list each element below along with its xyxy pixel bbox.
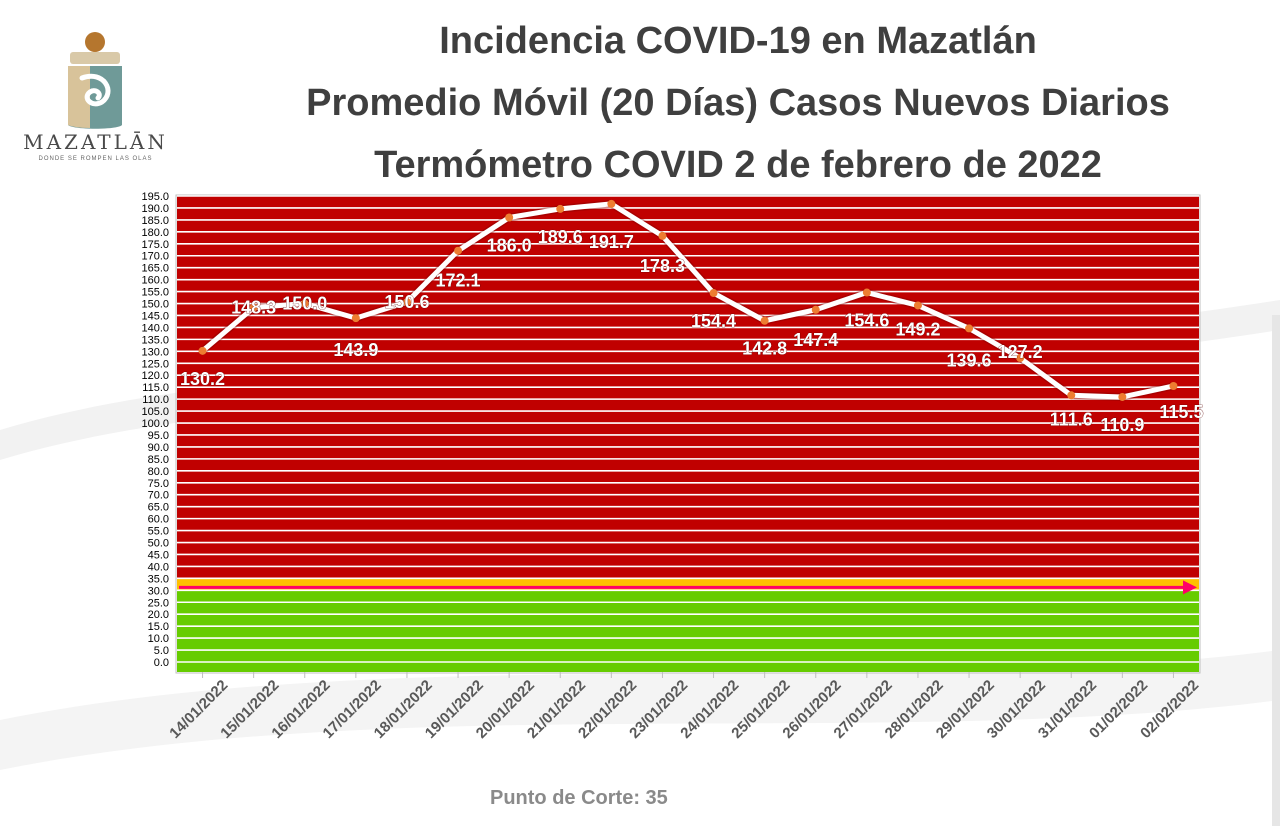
y-tick-label: 35.0	[148, 573, 169, 585]
data-point	[505, 213, 514, 222]
chart-title-block: Incidencia COVID-19 en Mazatlán Promedio…	[230, 10, 1246, 196]
data-point	[607, 199, 616, 208]
zone-yellow	[177, 578, 1199, 591]
y-tick-label: 20.0	[148, 609, 169, 621]
data-label: 111.6	[1050, 409, 1093, 429]
y-tick-label: 165.0	[141, 263, 169, 275]
y-tick-label: 190.0	[141, 203, 169, 215]
y-tick-label: 195.0	[141, 191, 169, 203]
data-label: 186.0	[487, 236, 532, 256]
data-label: 178.3	[640, 256, 685, 276]
data-point	[811, 305, 820, 314]
y-tick-label: 140.0	[141, 322, 169, 334]
y-tick-label: 45.0	[148, 549, 169, 561]
data-point	[913, 301, 922, 310]
y-tick-label: 125.0	[141, 358, 169, 370]
y-tick-label: 155.0	[141, 287, 169, 299]
data-point	[760, 316, 769, 325]
series-line	[200, 201, 1176, 400]
y-tick-label: 115.0	[142, 382, 169, 394]
data-label: 154.4	[691, 311, 736, 331]
data-label: 130.2	[180, 369, 225, 389]
title-line-2: Promedio Móvil (20 Días) Casos Nuevos Di…	[306, 82, 1170, 124]
title-line-1: Incidencia COVID-19 en Mazatlán	[439, 20, 1037, 62]
y-tick-label: 180.0	[141, 227, 169, 239]
data-label: 110.9	[1100, 415, 1144, 435]
data-point	[862, 288, 871, 297]
data-point	[965, 324, 974, 333]
data-point	[1169, 381, 1178, 390]
data-point	[1118, 392, 1127, 401]
y-tick-label: 120.0	[141, 370, 169, 382]
data-point	[249, 303, 258, 312]
logo-wordmark: MAZATLĀN	[23, 130, 168, 154]
title-line-3: Termómetro COVID 2 de febrero de 2022	[374, 144, 1102, 186]
y-tick-label: 0.0	[154, 657, 169, 669]
y-tick-label: 110.0	[142, 394, 169, 406]
y-tick-label: 25.0	[148, 597, 169, 609]
data-point	[454, 246, 463, 255]
y-tick-label: 50.0	[148, 538, 169, 550]
data-point	[198, 346, 207, 355]
y-tick-label: 185.0	[141, 215, 169, 227]
data-point	[658, 231, 667, 240]
y-tick-label: 60.0	[148, 514, 169, 526]
y-tick-label: 85.0	[148, 454, 169, 466]
data-label: 189.6	[538, 227, 583, 247]
data-point	[1016, 354, 1025, 363]
data-point	[556, 204, 565, 213]
data-label: 139.6	[947, 350, 992, 370]
y-tick-label: 30.0	[148, 585, 169, 597]
y-tick-label: 160.0	[141, 275, 169, 287]
mazatlan-logo	[68, 32, 122, 129]
data-label: 172.1	[436, 271, 481, 291]
data-point	[351, 314, 360, 323]
data-label: 154.6	[844, 311, 889, 331]
data-label: 115.5	[1159, 402, 1203, 422]
data-label: 143.9	[333, 340, 378, 360]
data-label: 150.6	[384, 292, 429, 312]
cutoff-label: Punto de Corte: 35	[490, 787, 668, 809]
data-label: 150.0	[282, 294, 327, 314]
y-tick-label: 10.0	[148, 633, 169, 645]
y-tick-label: 150.0	[141, 299, 169, 311]
data-label: 149.2	[895, 319, 940, 339]
data-point	[300, 299, 309, 308]
data-label: 148.3	[231, 298, 276, 318]
data-point	[402, 298, 411, 307]
y-tick-label: 130.0	[141, 346, 169, 358]
y-tick-label: 170.0	[141, 251, 169, 263]
y-tick-label: 70.0	[148, 490, 169, 502]
y-tick-label: 105.0	[141, 406, 169, 418]
data-point	[709, 289, 718, 298]
y-tick-label: 15.0	[148, 621, 169, 633]
data-label: 127.2	[998, 342, 1043, 362]
y-tick-label: 55.0	[148, 526, 169, 538]
y-tick-label: 135.0	[141, 334, 169, 346]
y-tick-label: 75.0	[148, 478, 169, 490]
y-tick-label: 40.0	[148, 561, 169, 573]
y-tick-label: 100.0	[141, 418, 169, 430]
data-label: 191.7	[589, 232, 634, 252]
plot-border	[175, 194, 1201, 674]
y-tick-label: 5.0	[154, 645, 169, 657]
data-point	[1067, 391, 1076, 400]
data-label: 147.4	[793, 330, 838, 350]
y-tick-label: 90.0	[148, 442, 169, 454]
logo-tagline: DONDE SE ROMPEN LAS OLAS	[38, 156, 153, 162]
y-tick-label: 95.0	[148, 430, 169, 442]
zone-base	[177, 662, 1199, 672]
data-label: 142.8	[742, 339, 787, 359]
y-tick-label: 145.0	[141, 310, 169, 322]
y-tick-label: 80.0	[148, 466, 169, 478]
y-tick-label: 175.0	[141, 239, 169, 251]
cutoff-arrow-head	[1183, 580, 1197, 595]
y-tick-label: 65.0	[148, 502, 169, 514]
